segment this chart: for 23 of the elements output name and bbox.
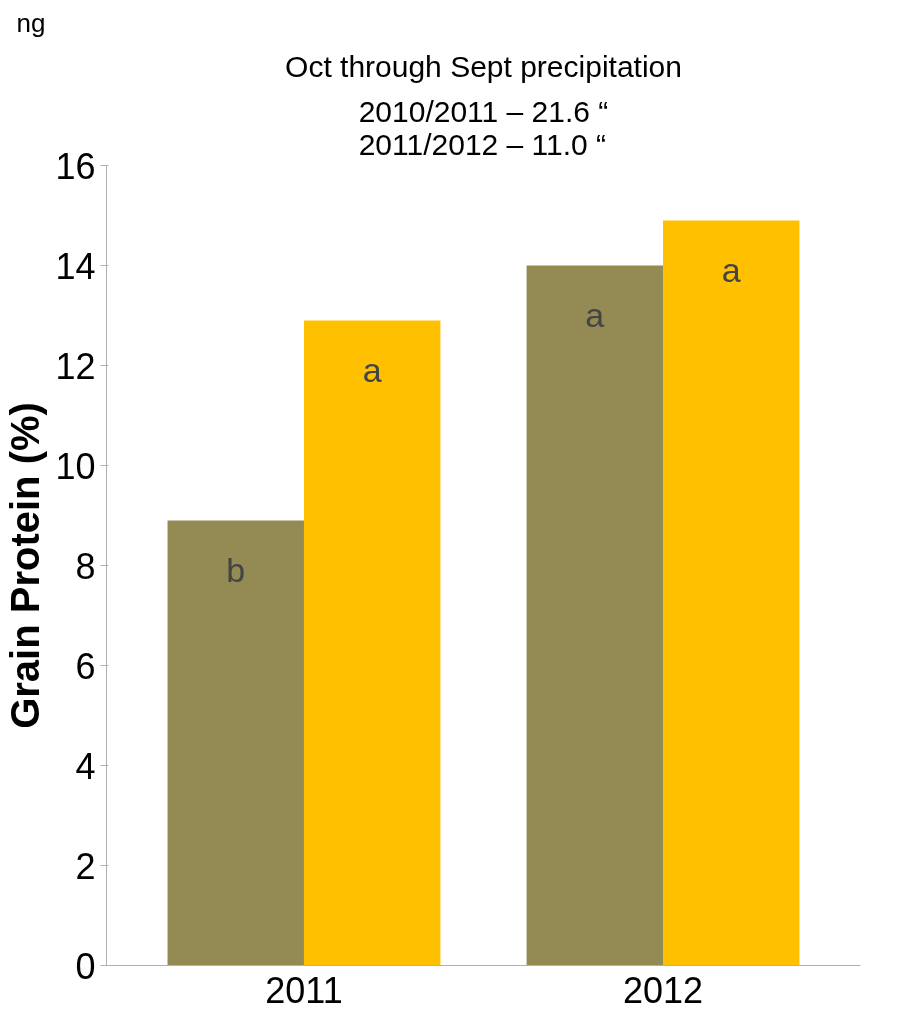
y-axis-title: Grain Protein (%) xyxy=(3,402,48,729)
chart-title: Oct through Sept precipitation xyxy=(285,49,682,83)
y-tick-label: 2 xyxy=(75,845,96,887)
bar xyxy=(526,265,664,966)
y-tick-label: 16 xyxy=(55,145,96,187)
bar xyxy=(303,320,441,966)
x-tick-label: 2011 xyxy=(265,969,343,1011)
annotation: a xyxy=(585,295,605,334)
bar xyxy=(167,520,304,966)
y-tick-label: 6 xyxy=(75,645,96,687)
annotation: a xyxy=(721,250,741,289)
annotation: b xyxy=(226,550,246,589)
chart-subtitle: 2010/2011 – 21.6 “ 2011/2012 – 11.0 “ xyxy=(358,94,609,161)
y-tick-label: 12 xyxy=(55,345,96,387)
annotation: a xyxy=(362,350,382,389)
bar xyxy=(663,220,800,966)
x-tick-label: 2012 xyxy=(622,969,704,1011)
y-tick-label: 0 xyxy=(75,945,96,987)
y-tick-label: 4 xyxy=(75,745,96,787)
y-tick-label: 14 xyxy=(55,245,96,287)
y-tick-label: 8 xyxy=(75,545,96,587)
text: ng xyxy=(16,7,46,38)
y-tick-label: 10 xyxy=(55,445,96,487)
